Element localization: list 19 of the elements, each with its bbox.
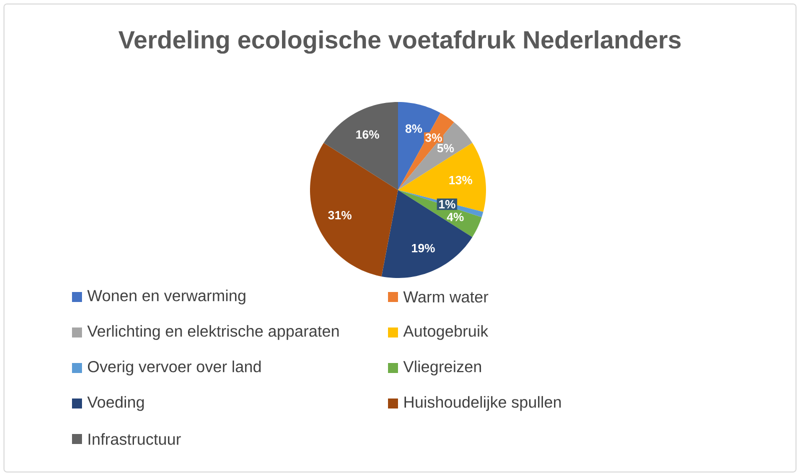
data-label: 13% <box>449 176 472 184</box>
data-label: 16% <box>356 130 380 139</box>
legend-label: Verlichting en elektrische apparaten <box>87 325 339 340</box>
data-label: 31% <box>328 210 352 220</box>
legend-label: Voeding <box>87 396 144 411</box>
data-label: 4% <box>446 212 464 222</box>
legend-label: Vliegreizen <box>403 360 482 376</box>
chart-title: Verdeling ecologische voetafdruk Nederlanders <box>118 30 681 54</box>
legend-label: Wonen en verwarming <box>87 290 246 304</box>
legend-label: Infrastructuur <box>88 433 181 445</box>
data-label: 19% <box>412 244 435 252</box>
data-label: 8% <box>405 124 422 133</box>
legend-label: Autogebruik <box>403 325 488 340</box>
data-label: 1% <box>439 200 456 208</box>
data-label: 5% <box>437 144 454 152</box>
legend-label: Overig vervoer over land <box>88 360 261 376</box>
data-label: 3% <box>425 133 442 142</box>
legend-label: Warm water <box>403 291 488 303</box>
legend-label: Huishoudelijke spullen <box>404 396 561 411</box>
